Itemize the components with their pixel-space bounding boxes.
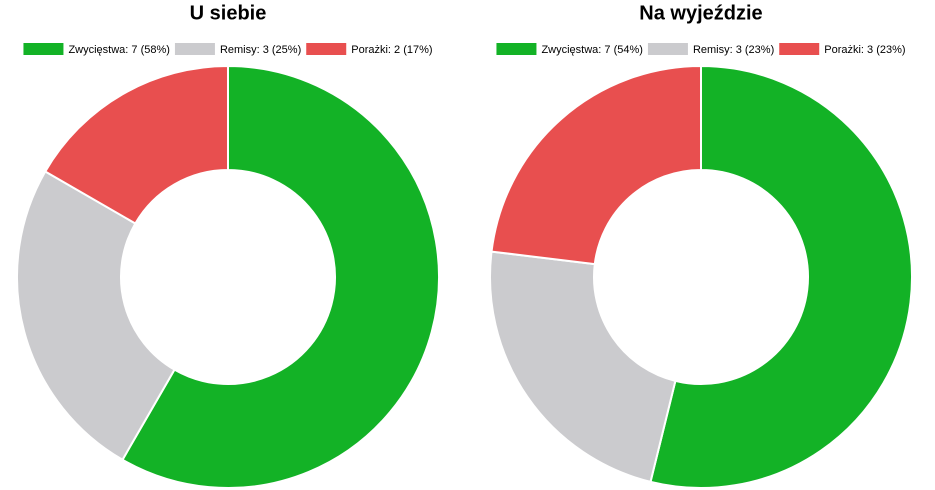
legend-swatch [779,43,820,55]
legend: Zwycięstwa: 7 (54%) Remisy: 3 (23%) Porażk… [496,43,906,56]
slice [489,250,677,484]
legend-swatch [174,43,215,55]
slice [43,64,229,225]
legend-swatch [496,43,537,55]
legend-label: Porażki: 3 (23%) [824,44,905,56]
legend-swatch [306,43,347,55]
chart: Na wyjeździe Zwycięstwa: 7 (54%) Remisy: 3… [489,2,913,489]
legend-swatch [647,43,688,55]
chart: U siebie Zwycięstwa: 7 (58%) Remisy: 3 (25… [16,2,440,489]
slice [490,64,702,266]
legend-label: Remisy: 3 (23%) [693,44,774,56]
chart-title: Na wyjeździe [639,2,762,24]
slice [649,64,913,489]
legend-label: Zwycięstwa: 7 (54%) [541,44,642,56]
legend-label: Remisy: 3 (25%) [220,44,301,56]
slice [121,64,440,489]
legend-swatch [23,43,64,55]
legend: Zwycięstwa: 7 (58%) Remisy: 3 (25%) Porażk… [23,43,433,56]
chart-title: U siebie [190,2,267,24]
slice [16,170,176,462]
legend-label: Zwycięstwa: 7 (58%) [68,44,169,56]
legend-label: Porażki: 2 (17%) [351,44,432,56]
